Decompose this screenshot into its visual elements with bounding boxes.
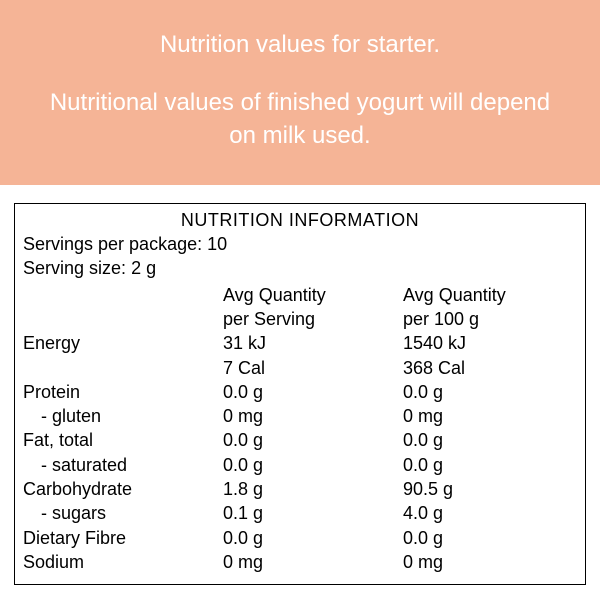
nutrition-panel-wrap: NUTRITION INFORMATION Servings per packa… (0, 185, 600, 585)
per-100g-value: 0.0 g (403, 380, 577, 404)
per-serving-value: 0 mg (223, 404, 403, 428)
nutrient-label: Sodium (23, 550, 223, 574)
per-100g-value: 0.0 g (403, 526, 577, 550)
per-100g-value: 4.0 g (403, 501, 577, 525)
nutrient-label: Fat, total (23, 428, 223, 452)
per-100g-value: 0 mg (403, 550, 577, 574)
serving-size-value: 2 g (131, 258, 156, 278)
nutrient-label: - saturated (23, 453, 223, 477)
per-100g-value: 90.5 g (403, 477, 577, 501)
per-serving-value: 7 Cal (223, 356, 403, 380)
header-banner: Nutrition values for starter. Nutritiona… (0, 0, 600, 185)
per-serving-value: 0.0 g (223, 380, 403, 404)
col-serving-header-l2: per Serving (223, 307, 403, 331)
per-serving-value: 31 kJ (223, 331, 403, 355)
serving-size: Serving size: 2 g (23, 256, 577, 280)
banner-line-1: Nutrition values for starter. (40, 28, 560, 62)
nutrient-label: Dietary Fibre (23, 526, 223, 550)
col-per100-header: Avg Quantity per 100 g (403, 281, 577, 332)
per-serving-value: 0 mg (223, 550, 403, 574)
nutrient-label: - sugars (23, 501, 223, 525)
per-100g-value: 0 mg (403, 404, 577, 428)
nutrient-label: Protein (23, 380, 223, 404)
nutrition-panel: NUTRITION INFORMATION Servings per packa… (14, 203, 586, 585)
per-serving-value: 0.1 g (223, 501, 403, 525)
nutrition-table: Avg Quantity per Serving Avg Quantity pe… (23, 281, 577, 575)
servings-label: Servings per package: (23, 234, 202, 254)
per-100g-value: 0.0 g (403, 428, 577, 452)
banner-line-2: Nutritional values of finished yogurt wi… (40, 86, 560, 153)
per-serving-value: 0.0 g (223, 526, 403, 550)
per-100g-value: 1540 kJ (403, 331, 577, 355)
per-serving-value: 1.8 g (223, 477, 403, 501)
col-serving-header: Avg Quantity per Serving (223, 281, 403, 332)
per-100g-value: 0.0 g (403, 453, 577, 477)
nutrient-label (23, 356, 223, 380)
servings-per-package: Servings per package: 10 (23, 232, 577, 256)
servings-value: 10 (207, 234, 227, 254)
per-serving-value: 0.0 g (223, 453, 403, 477)
col-serving-header-l1: Avg Quantity (223, 283, 403, 307)
serving-size-label: Serving size: (23, 258, 126, 278)
col-per100-header-l1: Avg Quantity (403, 283, 577, 307)
per-100g-value: 368 Cal (403, 356, 577, 380)
per-serving-value: 0.0 g (223, 428, 403, 452)
col-nutrient-header (23, 281, 223, 332)
panel-title: NUTRITION INFORMATION (23, 208, 577, 232)
col-per100-header-l2: per 100 g (403, 307, 577, 331)
nutrient-label: - gluten (23, 404, 223, 428)
nutrient-label: Carbohydrate (23, 477, 223, 501)
nutrient-label: Energy (23, 331, 223, 355)
